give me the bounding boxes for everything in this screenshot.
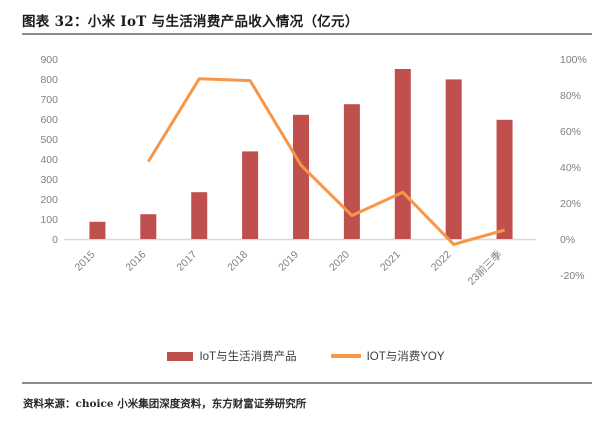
- bar-2017: [191, 192, 208, 239]
- x-axis-tick-label: 2021: [378, 249, 403, 274]
- x-axis-tick-label: 2017: [174, 249, 199, 274]
- x-axis-tick-label: 23前三季: [465, 248, 505, 288]
- bar-2021: [394, 69, 411, 239]
- page-title: 图表 32：小米 IoT 与生活消费产品收入情况（亿元）: [22, 14, 359, 30]
- y-axis-tick-label: 800: [40, 74, 58, 86]
- combo-chart: 900 800 700 600 500 400 300 200 100 0 100% 80% 60% 40…: [40, 54, 587, 288]
- legend-item-line-label: IOT与消费YOY: [366, 351, 445, 363]
- y2-axis-tick-label: 0%: [560, 234, 575, 246]
- yoy-line: [147, 77, 506, 246]
- y-axis-tick-label: 400: [40, 154, 58, 166]
- y-axis-tick-label: 200: [40, 194, 58, 206]
- y2-axis-tick-label: 20%: [560, 198, 581, 210]
- footer-divider: [22, 382, 592, 384]
- title-divider: [22, 33, 592, 35]
- bar-2016: [140, 214, 157, 239]
- y-axis-tick-label: 100: [40, 214, 58, 226]
- source-note: 资料来源：choice 小米集团深度资料，东方财富证券研究所: [23, 398, 307, 410]
- bar-23前三季: [496, 119, 513, 239]
- x-axis-tick-label: 2018: [225, 249, 250, 274]
- y2-axis-tick-label: 60%: [560, 126, 581, 138]
- x-axis-tick-label: 2016: [123, 249, 148, 274]
- y-axis-tick-label: 700: [40, 94, 58, 106]
- y-axis-tick-label: 300: [40, 174, 58, 186]
- y-axis-tick-label: 0: [52, 234, 58, 246]
- legend-bar-swatch-icon: [167, 351, 194, 361]
- legend-item-bar[interactable]: IoT与生活消费产品: [167, 348, 297, 364]
- y2-axis-tick-label: 80%: [560, 90, 581, 102]
- x-axis-tick-label: 2019: [276, 249, 301, 274]
- legend-item-line[interactable]: IOT与消费YOY: [330, 348, 445, 364]
- y-axis-tick-label: 900: [40, 54, 58, 66]
- bar-2018: [242, 151, 259, 239]
- y-axis-tick-label: 600: [40, 114, 58, 126]
- bar-2015: [89, 221, 106, 239]
- y2-axis-tick-label: -20%: [560, 270, 585, 282]
- bar-2020: [343, 104, 360, 239]
- chart-legend: IoT与生活消费产品 IOT与消费YOY: [0, 348, 612, 364]
- plot-area: 900 800 700 600 500 400 300 200 100 0 100% 80% 60% 40…: [0, 42, 612, 342]
- legend-item-bar-label: IoT与生活消费产品: [199, 351, 297, 363]
- legend-line-swatch-icon: [330, 354, 361, 358]
- chart-title-block: 图表 32：小米 IoT 与生活消费产品收入情况（亿元）: [22, 10, 592, 30]
- bar-2022: [445, 79, 462, 240]
- bar-2019: [293, 114, 309, 239]
- y2-axis-tick-label: 100%: [560, 54, 587, 66]
- x-axis-tick-label: 2022: [429, 249, 454, 274]
- x-axis-tick-label: 2015: [73, 249, 98, 274]
- x-axis-tick-label: 2020: [327, 249, 352, 274]
- y2-axis-tick-label: 40%: [560, 162, 581, 174]
- y-axis-tick-label: 500: [40, 134, 58, 146]
